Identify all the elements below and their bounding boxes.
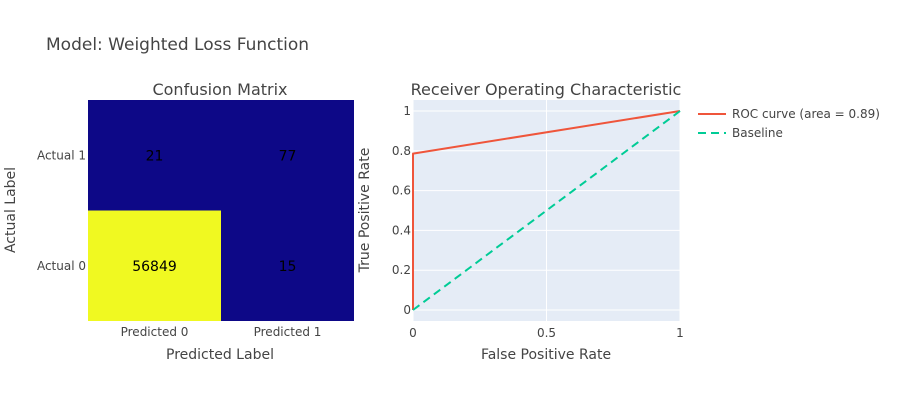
roc-chart: Receiver Operating Characteristic 0 0.5 1 … [357,80,684,363]
legend[interactable]: ROC curve (area = 0.89) Baseline [698,107,880,140]
roc-y-tick-label: 0 [403,303,411,317]
roc-title: Receiver Operating Characteristic [411,80,682,99]
roc-y-tick-label: 0.4 [392,223,411,237]
roc-y-axis-title: True Positive Rate [357,148,373,274]
heatmap-cells: 56849 15 21 77 [88,100,354,321]
heatmap-cell-value: 21 [146,148,164,164]
heatmap-x-tick-label: Predicted 1 [254,325,322,339]
confusion-matrix: Confusion Matrix 56849 15 21 77 Predicted 0… [3,80,354,363]
heatmap-x-ticks: Predicted 0 Predicted 1 [121,325,322,339]
roc-y-tick-label: 0.2 [392,263,411,277]
heatmap-y-tick-label: Actual 0 [37,259,86,273]
heatmap-cell [221,100,354,211]
roc-x-tick-label: 0 [409,326,417,340]
roc-y-tick-label: 0.6 [392,184,411,198]
heatmap-cell-value: 56849 [132,259,177,275]
roc-x-ticks: 0 0.5 1 [409,326,684,340]
figure-title: Model: Weighted Loss Function [46,35,309,55]
heatmap-cell-value: 15 [279,259,297,275]
legend-item[interactable]: ROC curve (area = 0.89) [698,107,880,121]
heatmap-cell [221,210,354,321]
heatmap-y-ticks: Actual 0 Actual 1 [37,148,86,273]
legend-item[interactable]: Baseline [698,126,783,140]
legend-label: Baseline [732,126,783,140]
roc-series-line-roc-curve [412,110,681,310]
heatmap-x-axis-title: Predicted Label [166,347,274,363]
legend-label: ROC curve (area = 0.89) [732,107,880,121]
roc-gridlines [412,100,681,321]
roc-x-tick-label: 0.5 [537,326,556,340]
roc-x-axis-title: False Positive Rate [481,347,611,363]
heatmap-y-tick-label: Actual 1 [37,148,86,162]
heatmap-title: Confusion Matrix [152,80,287,99]
roc-series-line-baseline [412,110,681,311]
heatmap-cell [88,210,221,321]
roc-y-tick-label: 1 [403,104,411,118]
heatmap-x-tick-label: Predicted 0 [121,325,189,339]
roc-y-tick-label: 0.8 [392,144,411,158]
heatmap-cell-value: 77 [279,148,297,164]
roc-series [412,110,681,311]
roc-x-tick-label: 1 [676,326,684,340]
heatmap-cell [88,100,221,211]
heatmap-y-axis-title: Actual Label [3,167,19,253]
roc-y-ticks: 0 0.2 0.4 0.6 0.8 1 [392,104,411,317]
